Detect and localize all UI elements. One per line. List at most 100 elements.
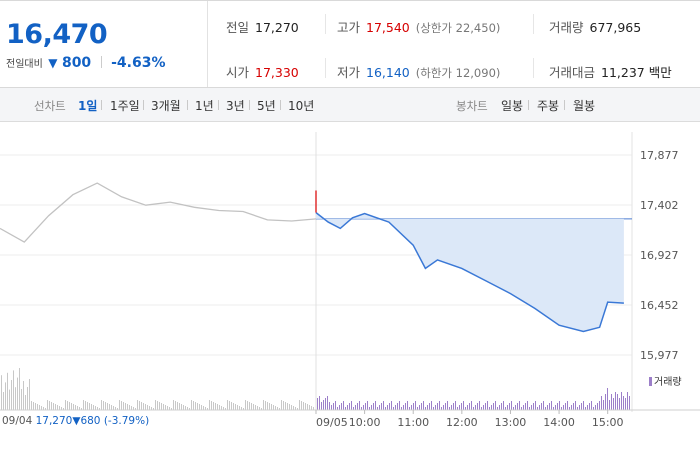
- volume-bar: [543, 401, 544, 410]
- volume-bar: [9, 389, 10, 410]
- divider: [101, 100, 102, 110]
- volume-bar: [175, 401, 176, 410]
- period-3y[interactable]: 3년: [226, 99, 245, 113]
- volume-bar: [565, 403, 566, 410]
- volume-bar: [277, 407, 278, 410]
- volume-bar: [229, 401, 230, 410]
- volume-bar: [309, 405, 310, 410]
- volume-bar: [187, 407, 188, 410]
- trading-value-value: 11,237 백만: [601, 65, 672, 80]
- x-tick-label: 13:00: [495, 416, 527, 429]
- volume-bar: [117, 408, 118, 410]
- volume-bar: [585, 407, 586, 410]
- candle-daily[interactable]: 일봉: [501, 99, 524, 113]
- price-box: 16,470 전일대비 ▼ 800 -4.63%: [0, 1, 208, 87]
- volume-bar: [361, 407, 362, 410]
- price-chart[interactable]: 17,877 17,402 16,927 16,452 15,977 09/05 10:00…: [0, 122, 700, 450]
- x-tick-label: 09/05: [316, 416, 348, 429]
- volume-bar: [517, 403, 518, 410]
- volume-bar: [515, 405, 516, 410]
- divider: [280, 100, 281, 110]
- volume-bar: [343, 401, 344, 410]
- volume-bar: [289, 404, 290, 410]
- trading-value-label: 거래대금: [549, 65, 596, 80]
- volume-bar: [179, 403, 180, 410]
- volume-bar: [163, 404, 164, 410]
- volume-bar: [415, 401, 416, 410]
- volume-bar: [625, 398, 626, 410]
- volume-bar: [459, 405, 460, 410]
- low-stat: 저가 16,140 (하한가 12,090): [337, 62, 500, 81]
- volume-bar: [95, 406, 96, 410]
- volume-bar: [65, 400, 66, 410]
- volume-bar: [605, 394, 606, 410]
- volume-bar: [119, 400, 120, 410]
- volume-bar: [525, 403, 526, 410]
- open-stat: 시가 17,330: [226, 62, 299, 81]
- volume-bar: [21, 389, 22, 410]
- volume-bar: [147, 405, 148, 410]
- stock-summary: 16,470 전일대비 ▼ 800 -4.63% 전일 17,270 시가 17,3…: [0, 0, 700, 88]
- volume-bar: [393, 407, 394, 410]
- volume-bar: [545, 407, 546, 410]
- volume-bar: [539, 405, 540, 410]
- period-1y[interactable]: 1년: [195, 99, 214, 113]
- candle-weekly[interactable]: 주봉: [537, 99, 560, 113]
- series-line-day2: [315, 212, 624, 333]
- volume-bar: [577, 407, 578, 410]
- volume-bar: [271, 404, 272, 410]
- volume-bar: [485, 403, 486, 410]
- volume-bar: [439, 401, 440, 410]
- volume-bar: [405, 403, 406, 410]
- volume-bar: [305, 403, 306, 410]
- volume-bar: [165, 405, 166, 410]
- volume-bar: [587, 405, 588, 410]
- volume-bar: [323, 400, 324, 410]
- volume-bar: [615, 392, 616, 410]
- volume-bar: [233, 403, 234, 410]
- period-3m[interactable]: 3개월: [151, 99, 181, 113]
- volume-bar: [55, 404, 56, 410]
- volume-bar: [53, 403, 54, 410]
- period-5y[interactable]: 5년: [257, 99, 276, 113]
- volume-bar: [263, 400, 264, 410]
- volume-bar: [349, 403, 350, 410]
- volume-bar: [275, 406, 276, 410]
- previous-day-info: 09/04 17,270▼680 (-3.79%): [2, 415, 149, 427]
- period-1d[interactable]: 1일: [78, 99, 98, 113]
- volume-bar: [411, 405, 412, 410]
- volume-bar: [603, 400, 604, 410]
- period-1w[interactable]: 1주일: [110, 99, 140, 113]
- volume-bar: [329, 402, 330, 410]
- volume-bar: [381, 403, 382, 410]
- volume-bar: [491, 405, 492, 410]
- volume-bar: [345, 407, 346, 410]
- volume-bar: [237, 405, 238, 410]
- candle-monthly[interactable]: 월봉: [573, 99, 596, 113]
- volume-bar: [207, 408, 208, 410]
- low-label: 저가: [337, 65, 361, 80]
- volume-bar: [5, 382, 6, 410]
- volume-bar: [287, 403, 288, 410]
- open-value: 17,330: [255, 65, 299, 80]
- volume-bar: [217, 404, 218, 410]
- volume-bar: [557, 403, 558, 410]
- volume-bar: [31, 401, 32, 410]
- volume-bar: [479, 401, 480, 410]
- volume-bar: [91, 404, 92, 410]
- previous-day-change-percent: (-3.79%): [103, 415, 150, 427]
- volume-bar: [621, 392, 622, 410]
- volume-bar: [197, 403, 198, 410]
- volume-bar: [475, 405, 476, 410]
- volume-bar: [503, 401, 504, 410]
- open-label: 시가: [226, 65, 250, 80]
- volume-bar: [553, 407, 554, 410]
- volume-bar: [547, 405, 548, 410]
- volume-bar: [339, 405, 340, 410]
- volume-bar: [11, 380, 12, 410]
- divider: [249, 100, 250, 110]
- high-value: 17,540: [366, 20, 410, 35]
- period-10y[interactable]: 10년: [288, 99, 315, 113]
- x-tick-label: 15:00: [592, 416, 624, 429]
- volume-bar: [243, 408, 244, 410]
